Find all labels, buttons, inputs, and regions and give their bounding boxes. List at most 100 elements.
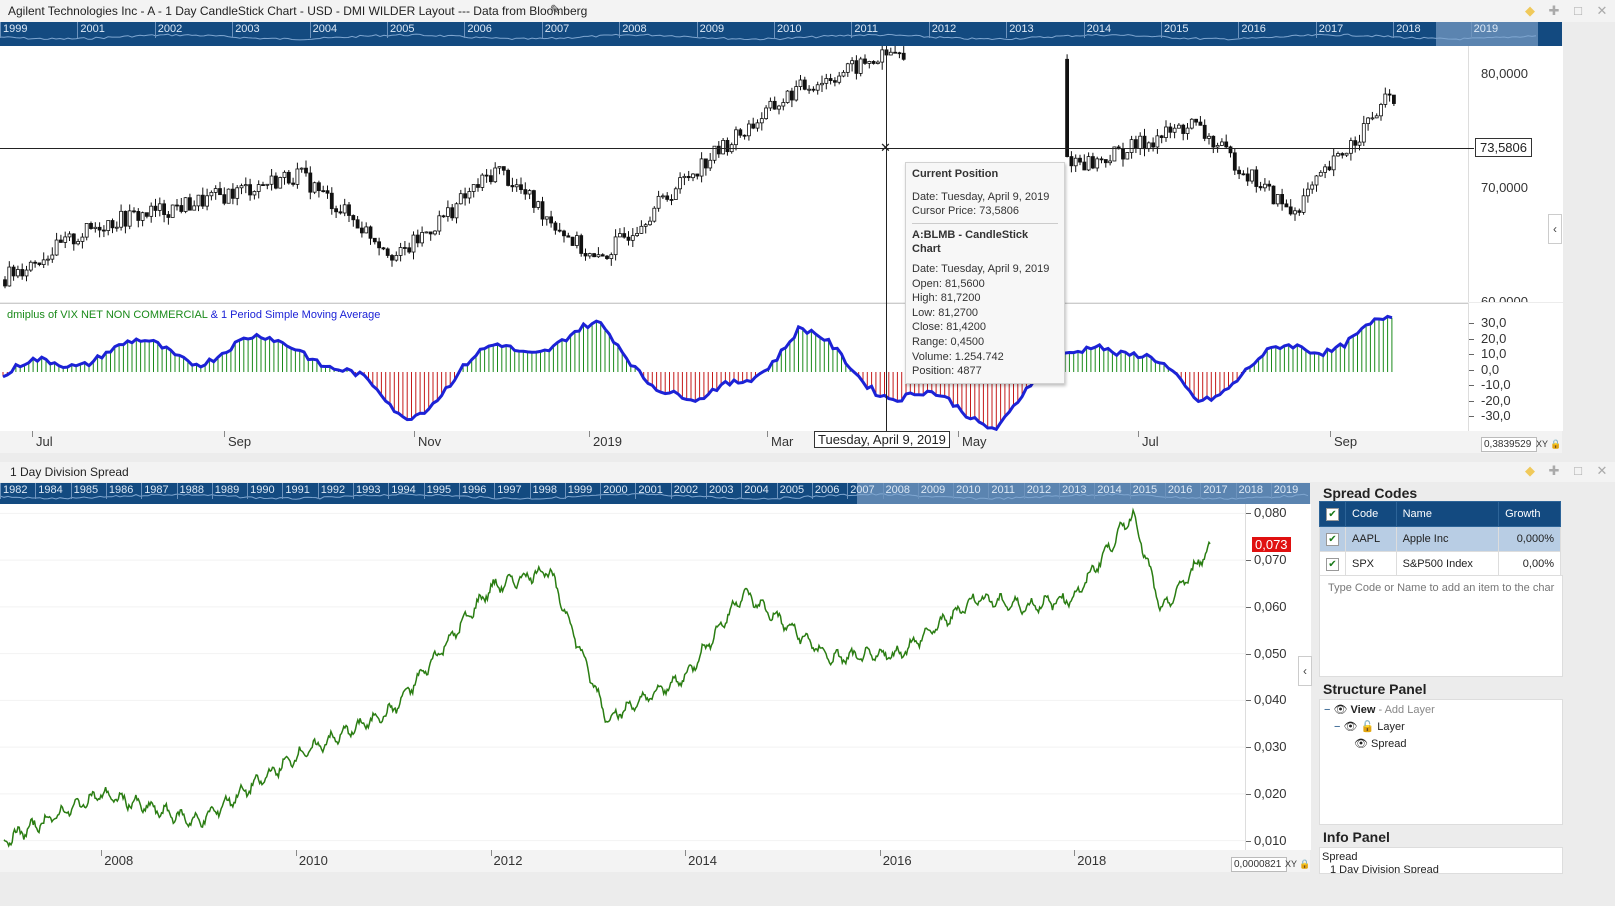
candle-body: [41, 259, 46, 265]
time-axis-label: Sep: [1334, 434, 1358, 449]
navigator-year-label: 1990: [250, 484, 275, 496]
column-header[interactable]: Code: [1345, 501, 1397, 527]
navigator-year-label: 2003: [709, 484, 734, 496]
candle-body: [50, 254, 55, 260]
candle-body: [33, 261, 37, 264]
navigator-year-label: 2006: [467, 23, 492, 35]
candle-body: [493, 167, 498, 183]
row-checkbox[interactable]: ✔: [1319, 526, 1346, 552]
close-icon[interactable]: ✕: [1596, 3, 1608, 18]
code-entry-box[interactable]: Type Code or Name to add an item to the …: [1319, 575, 1563, 677]
navigator-tick: [388, 483, 390, 499]
candle-body: [738, 129, 743, 136]
candle-body: [248, 184, 253, 196]
candle-body: [1172, 127, 1177, 133]
time-axis-label: 2008: [104, 853, 134, 868]
lock-icon[interactable]: 🔒: [1299, 859, 1311, 869]
pin-icon[interactable]: ◆: [1525, 3, 1535, 18]
eye-icon[interactable]: 👁: [1343, 721, 1358, 733]
candle-body: [183, 197, 188, 212]
crosshair-center-icon: ✕: [880, 140, 891, 155]
edit-icon[interactable]: ✎: [550, 2, 561, 17]
candle-body: [28, 261, 33, 271]
add-layer-link[interactable]: - Add Layer: [1378, 704, 1435, 716]
candle-body: [781, 102, 786, 107]
candle-body: [699, 158, 704, 177]
collapse-icon[interactable]: −: [1324, 704, 1331, 716]
candle-body: [102, 229, 106, 232]
candle-body: [132, 210, 136, 213]
table-row[interactable]: ✔ AAPL Apple Inc 0,000%: [1319, 526, 1561, 552]
candle-body: [630, 235, 635, 241]
candle-body: [1232, 152, 1237, 171]
candle-body: [187, 197, 192, 211]
navigator-selection[interactable]: [857, 483, 1310, 504]
lock-icon[interactable]: 🔒: [1550, 439, 1562, 449]
candle-body: [1267, 183, 1272, 187]
candle-body: [876, 61, 880, 64]
xy-toggle-button[interactable]: XY 🔒: [1536, 439, 1562, 450]
collapse-icon[interactable]: −: [1334, 721, 1341, 733]
candle-body: [1228, 146, 1233, 154]
candle-body: [381, 247, 386, 250]
candle-body: [1202, 124, 1207, 139]
candle-body: [166, 214, 171, 218]
pin-icon[interactable]: ✚: [1548, 3, 1560, 18]
candle-body: [15, 269, 20, 277]
column-header[interactable]: Growth: [1498, 501, 1561, 527]
navigator-tick: [696, 22, 698, 38]
candle-body: [123, 210, 128, 227]
chevron-left-icon[interactable]: ‹: [1548, 214, 1562, 244]
candle-body: [656, 195, 661, 209]
candle-body: [213, 188, 218, 193]
candle-body: [119, 210, 123, 228]
candle-body: [239, 185, 244, 189]
candle-body: [549, 216, 553, 224]
navigator-tick: [494, 483, 496, 499]
candle-body: [205, 195, 210, 207]
maximize-icon[interactable]: □: [1574, 463, 1582, 478]
indicator-chart[interactable]: dmiplus of VIX NET NON COMMERCIAL & 1 Pe…: [0, 303, 1468, 432]
candle-body: [377, 241, 382, 249]
navigator-tick: [458, 483, 460, 499]
close-icon[interactable]: ✕: [1596, 463, 1608, 478]
bottom-navigator-bar[interactable]: 1982 1984 1985 1986 1987 1988 1989 1990 1991 1992…: [0, 483, 1310, 504]
candle-body: [1112, 146, 1117, 162]
tree-item-spread[interactable]: 👁 Spread: [1324, 737, 1435, 754]
navigator-year-label: 2008: [622, 23, 647, 35]
xy-toggle-button[interactable]: XY 🔒: [1285, 859, 1311, 870]
navigator-year-label: 2002: [157, 23, 183, 35]
lock-icon[interactable]: 🔓: [1360, 721, 1375, 733]
navigator-tick: [1393, 22, 1395, 38]
table-row[interactable]: ✔ SPX S&P500 Index 0,00%: [1319, 551, 1561, 577]
maximize-icon[interactable]: □: [1574, 3, 1582, 18]
candle-body: [828, 78, 833, 82]
navigator-tick: [670, 483, 672, 499]
navigator-year-label: 2013: [1062, 484, 1087, 496]
pin-icon[interactable]: ◆: [1525, 463, 1535, 478]
column-header[interactable]: Name: [1395, 501, 1500, 527]
tree-item-layer[interactable]: − 👁 🔓 Layer: [1324, 720, 1435, 737]
navigator-selection[interactable]: [1436, 22, 1538, 46]
select-all-checkbox[interactable]: ✔: [1319, 501, 1346, 527]
bottom-time-axis: 2008 2010 2012 2014 2016 2018: [0, 850, 1310, 872]
row-checkbox[interactable]: ✔: [1319, 551, 1346, 577]
candle-body: [1314, 175, 1319, 186]
crosshair-horizontal: [0, 148, 1474, 149]
candle-body: [635, 233, 639, 237]
top-navigator-bar[interactable]: 1999 2001 2002 2003 2004 2005 2006 2007 2008 2009…: [0, 22, 1538, 46]
time-axis-tick: [224, 431, 225, 437]
navigator-tick: [211, 483, 213, 499]
candle-body: [712, 145, 717, 161]
candle-body: [506, 169, 511, 186]
price-chart[interactable]: [0, 46, 1468, 302]
candle-body: [815, 84, 820, 91]
chevron-left-icon[interactable]: ‹: [1298, 656, 1312, 686]
pin-icon[interactable]: ✚: [1548, 463, 1560, 478]
time-axis-label: Jul: [1142, 434, 1159, 449]
spread-chart[interactable]: [0, 504, 1245, 850]
navigator-tick: [1129, 483, 1131, 499]
tree-item-view[interactable]: − 👁 View - Add Layer: [1324, 703, 1435, 720]
eye-icon[interactable]: 👁: [1333, 704, 1348, 716]
eye-icon[interactable]: 👁: [1354, 738, 1368, 750]
